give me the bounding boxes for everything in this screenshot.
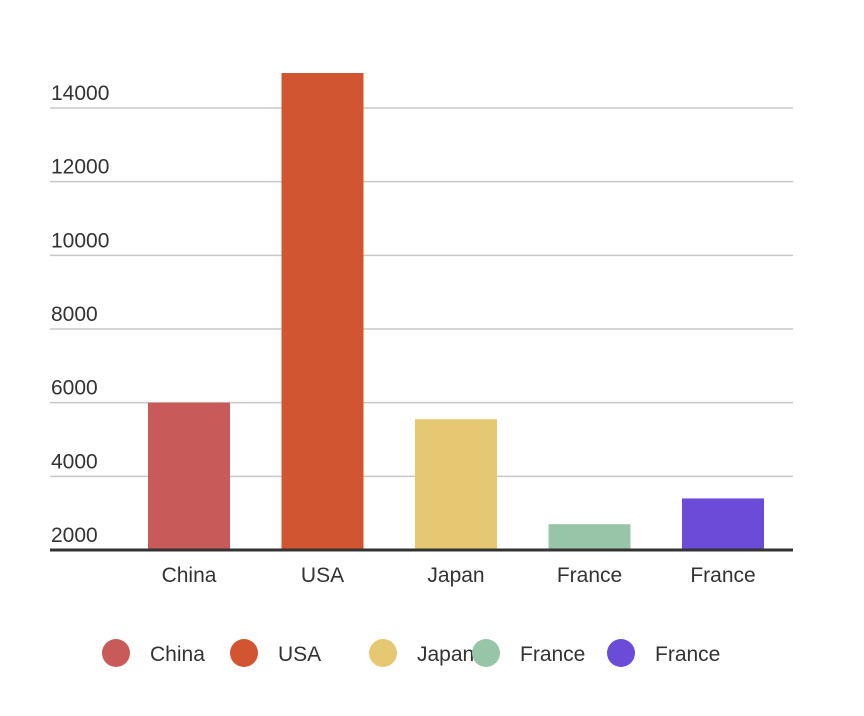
- bar: [415, 419, 497, 550]
- legend-label: France: [520, 643, 585, 666]
- y-tick-label: 4000: [51, 450, 98, 473]
- bar: [548, 524, 631, 550]
- legend-label: France: [655, 643, 720, 666]
- legend-swatch: [102, 639, 130, 667]
- x-axis-category-labels: China USA Japan France France: [162, 564, 756, 587]
- legend-swatch: [369, 639, 397, 667]
- bar: [148, 402, 230, 550]
- legend-label: China: [150, 643, 205, 666]
- legend-swatch: [607, 639, 635, 667]
- y-tick-label: 2000: [51, 524, 98, 547]
- y-axis-tick-labels: 2000 4000 6000 8000 10000 12000 14000: [51, 82, 109, 547]
- bar: [682, 498, 764, 550]
- x-category-label: France: [557, 564, 622, 587]
- x-category-label: USA: [301, 564, 344, 587]
- y-tick-label: 14000: [51, 82, 109, 105]
- legend-swatch: [230, 639, 258, 667]
- x-category-label: France: [690, 564, 755, 587]
- legend: China USA Japan France France: [102, 639, 720, 667]
- y-tick-label: 10000: [51, 229, 109, 252]
- y-tick-label: 6000: [51, 377, 98, 400]
- x-category-label: China: [162, 564, 217, 587]
- legend-label: USA: [278, 643, 321, 666]
- y-tick-label: 12000: [51, 156, 109, 179]
- x-category-label: Japan: [427, 564, 484, 587]
- legend-swatch: [472, 639, 500, 667]
- bars: [148, 73, 764, 550]
- legend-label: Japan: [417, 643, 474, 666]
- y-tick-label: 8000: [51, 303, 98, 326]
- bar: [281, 73, 364, 550]
